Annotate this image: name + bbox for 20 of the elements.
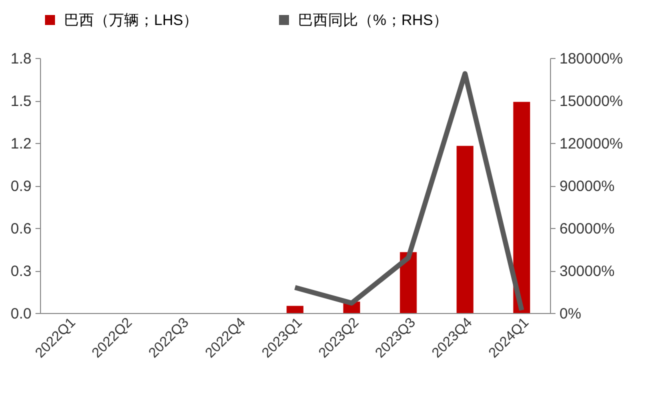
y2-tick-label: 150000% <box>560 93 623 110</box>
legend-label: 巴西同比（%；RHS） <box>298 12 448 29</box>
y-tick-label: 0.6 <box>10 220 32 238</box>
y-tick-label: 1.5 <box>10 93 32 110</box>
y-tick-label: 0.9 <box>10 178 32 195</box>
y2-tick-label: 30000% <box>560 263 615 280</box>
y2-tick-label: 120000% <box>560 136 623 152</box>
bar <box>513 102 530 313</box>
bar <box>286 306 304 313</box>
y-tick-label: 1.2 <box>10 136 32 152</box>
y2-tick-label: 60000% <box>560 220 615 238</box>
legend-label: 巴西（万辆；LHS） <box>64 12 198 29</box>
y-tick-label: 0.0 <box>10 306 32 322</box>
bar <box>456 146 474 313</box>
y2-tick-label: 180000% <box>560 50 623 68</box>
y-tick-label: 1.8 <box>10 50 32 68</box>
y2-tick-label: 0% <box>560 306 582 322</box>
y2-tick-label: 90000% <box>560 178 615 195</box>
bar <box>400 252 417 313</box>
y-tick-label: 0.3 <box>10 263 32 280</box>
